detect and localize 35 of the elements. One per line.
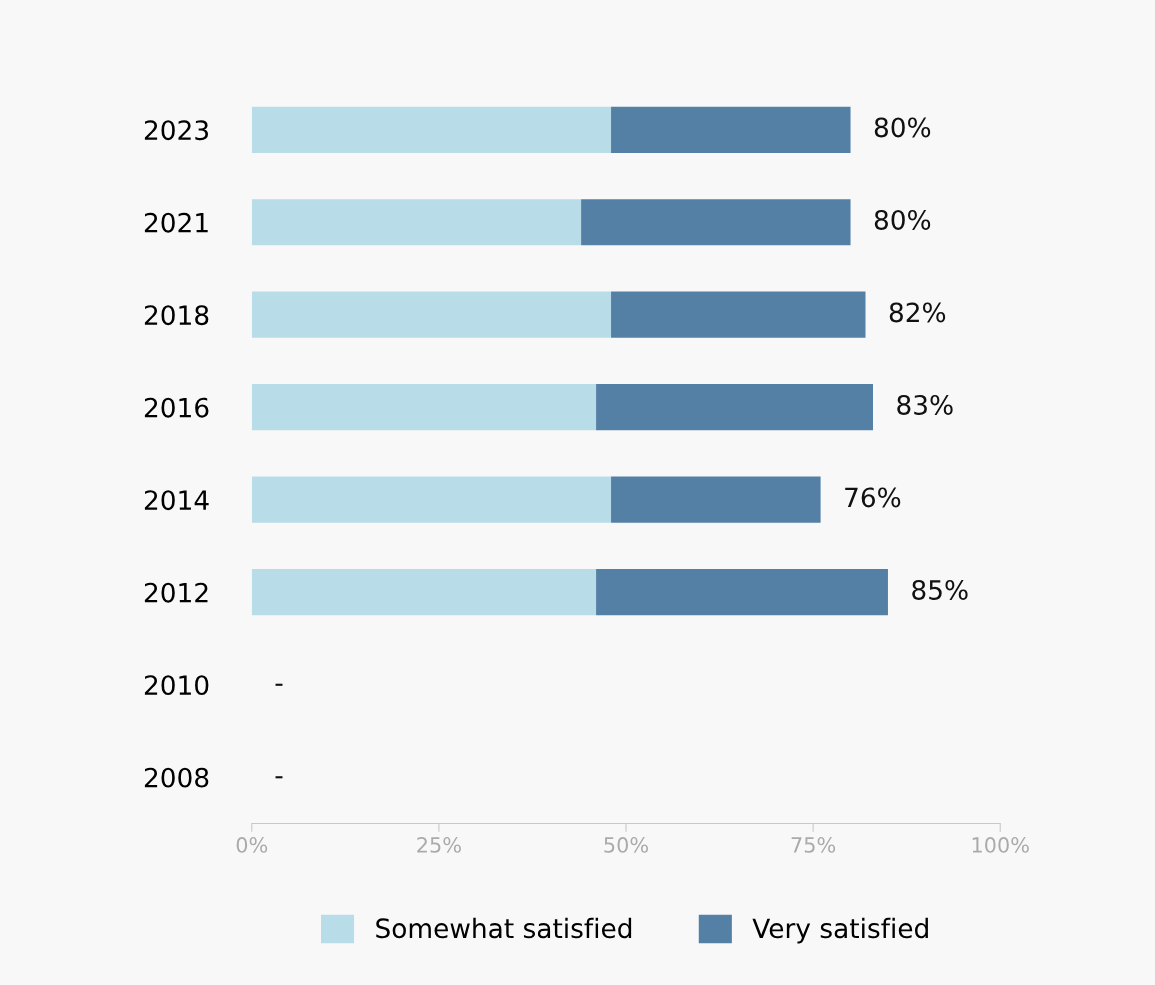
legend-label: Very satisfied [752, 917, 928, 944]
x-tick-label: 25% [417, 837, 461, 853]
bar [251, 384, 597, 431]
bar [251, 291, 612, 338]
y-tick-label: 2021 [144, 212, 208, 233]
y-tick-label: 2016 [144, 397, 209, 418]
x-tick-label: 100% [972, 837, 1029, 853]
text: - [275, 776, 283, 779]
bar [251, 569, 597, 616]
x-tick-label: 50% [604, 837, 649, 853]
y-tick-label: 2018 [144, 305, 209, 326]
y-tick-label: 2008 [144, 767, 209, 788]
x-tick-label: 75% [791, 837, 836, 853]
x-tick-label: 0% [236, 837, 268, 853]
bar [596, 384, 873, 431]
total-label: 80% [874, 209, 931, 230]
text: - [275, 683, 283, 686]
bar [251, 476, 612, 523]
total-label: 82% [889, 302, 946, 323]
bar [581, 199, 851, 246]
bar [611, 291, 866, 338]
y-tick-label: 2014 [144, 490, 209, 511]
total-label: 76% [845, 487, 901, 508]
bar [611, 106, 851, 153]
total-label: 80% [874, 117, 931, 138]
bar [251, 106, 612, 153]
total-label: 85% [912, 579, 968, 600]
y-tick-label: 2012 [144, 582, 208, 603]
total-label: 83% [897, 394, 953, 415]
bar [596, 569, 888, 616]
legend-label: Somewhat satisfied [376, 917, 632, 939]
y-tick-label: 2023 [144, 120, 209, 141]
bar [611, 476, 821, 523]
bar [251, 199, 582, 246]
y-tick-label: 2010 [144, 675, 209, 696]
